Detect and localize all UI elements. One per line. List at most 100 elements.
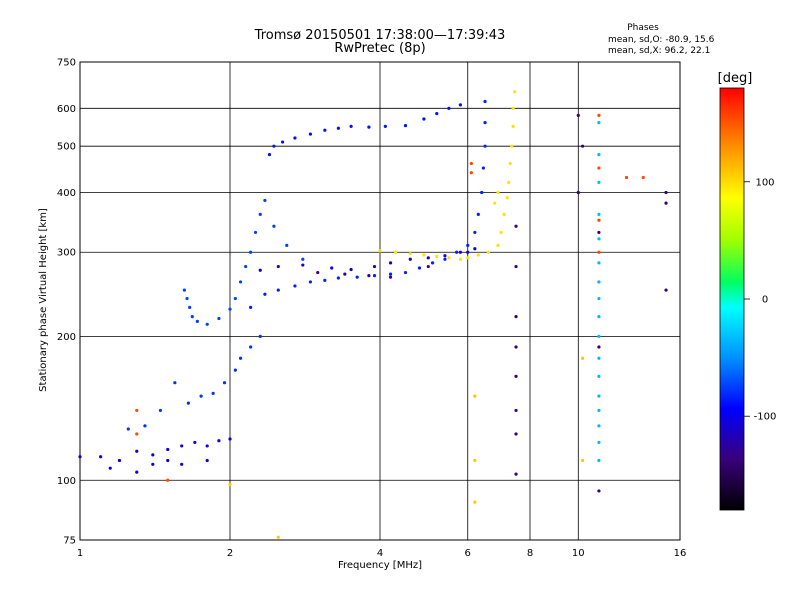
echo-point — [205, 458, 209, 463]
echo-point — [186, 401, 190, 405]
echo-point — [493, 201, 497, 205]
echo-point — [502, 212, 506, 216]
echo-point — [205, 322, 209, 326]
echo-point — [597, 334, 601, 338]
echo-point — [205, 444, 209, 448]
echo-point — [403, 270, 408, 275]
echo-point — [301, 263, 305, 267]
phases-heading: Phases — [627, 23, 659, 33]
colorbar-label: [deg] — [718, 71, 753, 86]
echo-point — [238, 280, 243, 284]
x-tick-label: 2 — [227, 548, 233, 559]
echo-point — [597, 218, 601, 222]
echo-point — [469, 161, 473, 166]
data-points — [78, 90, 668, 539]
echo-point — [426, 264, 430, 269]
echo-point — [308, 280, 313, 284]
echo-point — [576, 113, 580, 117]
echo-point — [469, 171, 473, 175]
echo-point — [343, 272, 347, 276]
echo-point — [249, 345, 253, 349]
echo-point — [222, 381, 227, 385]
echo-point — [249, 250, 253, 254]
echo-point — [466, 250, 470, 254]
echo-point — [276, 535, 280, 539]
echo-point — [135, 470, 139, 474]
echo-point — [182, 288, 186, 292]
echo-point — [388, 261, 393, 265]
y-tick-label: 200 — [57, 332, 76, 343]
echo-point — [597, 180, 601, 184]
echo-point — [496, 243, 500, 248]
echo-point — [378, 249, 382, 253]
echo-point — [272, 144, 276, 148]
echo-point — [280, 140, 285, 144]
echo-point — [483, 144, 487, 148]
echo-point — [367, 125, 371, 129]
echo-point — [443, 254, 447, 258]
phases-o-stats: mean, sd,O: -80.9, 15.6 — [608, 35, 715, 45]
echo-point — [447, 106, 451, 110]
colorbar-ticks: 100 0 -100 — [744, 177, 777, 423]
echo-point — [514, 408, 518, 413]
echo-point — [597, 166, 601, 170]
echo-point — [597, 121, 601, 125]
echo-point — [507, 180, 511, 184]
y-tick-label: 75 — [63, 536, 76, 547]
echo-point — [483, 121, 487, 125]
echo-point — [199, 394, 203, 398]
echo-point — [258, 268, 262, 272]
echo-point — [135, 432, 139, 436]
echo-point — [330, 266, 334, 270]
echo-point — [514, 224, 518, 228]
echo-point — [597, 280, 601, 284]
y-axis-ticks: 75 100 200 300 400 500 600 750 — [57, 58, 76, 547]
echo-point — [99, 455, 103, 459]
echo-point — [422, 117, 426, 121]
echo-point — [372, 274, 377, 278]
echo-point — [185, 296, 189, 301]
echo-point — [443, 257, 447, 261]
echo-point — [211, 391, 215, 395]
echo-point — [372, 264, 377, 269]
x-tick-label: 1 — [77, 548, 83, 559]
echo-point — [272, 224, 276, 228]
echo-point — [435, 111, 439, 116]
echo-point — [276, 288, 280, 292]
echo-point — [323, 278, 327, 282]
echo-point — [408, 257, 412, 261]
echo-point — [293, 284, 297, 288]
y-axis-label: Stationary phase Virtual Height [km] — [38, 208, 49, 392]
echo-point — [285, 243, 289, 248]
echo-point — [217, 439, 221, 443]
echo-point — [476, 212, 480, 216]
echo-point — [349, 124, 353, 128]
echo-point — [458, 250, 463, 254]
echo-point — [435, 254, 439, 259]
colorbar-tick-label: 0 — [762, 295, 768, 306]
colorbar-tick-label: -100 — [754, 412, 777, 423]
x-tick-label: 8 — [527, 548, 533, 559]
y-tick-label: 750 — [57, 58, 76, 69]
echo-point — [228, 482, 232, 487]
echo-point — [180, 444, 184, 448]
x-tick-label: 16 — [674, 548, 687, 559]
colorbar-tick-label: 100 — [755, 177, 774, 188]
echo-point — [151, 462, 155, 466]
echo-point — [510, 144, 514, 148]
echo-point — [505, 196, 509, 200]
phases-x-stats: mean, sd,X: 96.2, 22.1 — [608, 46, 710, 56]
echo-point — [597, 424, 601, 428]
chart-subtitle: RwPretec (8p) — [334, 41, 425, 56]
echo-point — [480, 190, 484, 195]
echo-point — [244, 264, 248, 269]
echo-point — [597, 489, 601, 493]
echo-point — [466, 243, 470, 248]
echo-point — [355, 275, 359, 279]
echo-point — [126, 427, 130, 431]
echo-point — [455, 250, 459, 254]
echo-point — [143, 424, 147, 428]
echo-point — [486, 250, 490, 254]
echo-point — [276, 264, 280, 269]
